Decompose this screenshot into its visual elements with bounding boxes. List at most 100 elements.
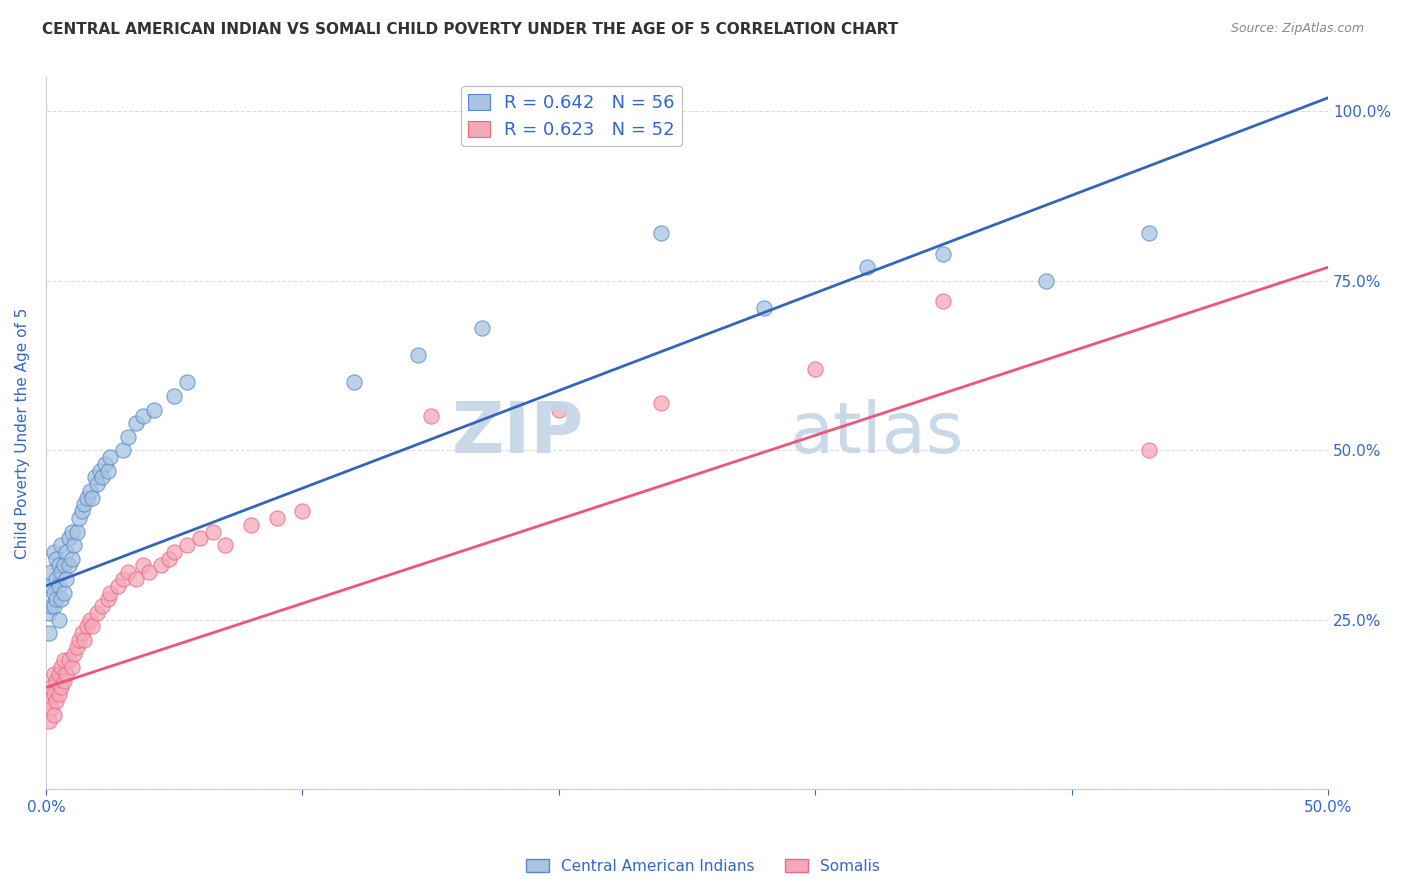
Point [52,558,75,573]
Point [86,606,108,620]
Point [73,498,96,512]
Point [48,613,70,627]
Point [240,517,263,532]
Point [855,260,877,275]
Point [76,619,98,633]
Point [111,572,134,586]
Point [125,572,148,586]
Point [58,558,80,573]
Point [83,470,105,484]
Point [201,524,224,539]
Point [39,579,62,593]
Point [176,376,198,390]
Point [98,450,121,464]
Point [45,673,67,688]
Point [58,653,80,667]
Point [51,538,73,552]
Legend: Central American Indians, Somalis: Central American Indians, Somalis [520,853,886,880]
Point [547,402,569,417]
Point [55,545,77,559]
Point [39,599,62,614]
Point [39,681,62,695]
Point [52,673,75,688]
Point [214,538,236,552]
Point [66,524,89,539]
Point [91,470,114,484]
Point [96,592,118,607]
Point [117,430,139,444]
Point [38,626,60,640]
Point [125,416,148,430]
Point [70,626,93,640]
Point [45,592,67,607]
Point [63,538,86,552]
Point [48,558,70,573]
Point [67,511,90,525]
Point [45,572,67,586]
Point [650,227,672,241]
Point [343,376,366,390]
Point [176,538,198,552]
Point [55,572,77,586]
Point [38,694,60,708]
Point [117,566,139,580]
Point [138,566,160,580]
Point [48,687,70,701]
Point [39,701,62,715]
Point [98,585,121,599]
Point [51,566,73,580]
Point [86,477,108,491]
Point [60,660,83,674]
Point [38,714,60,729]
Point [132,409,155,424]
Point [70,504,93,518]
Point [752,301,775,315]
Text: ZIP: ZIP [453,399,585,467]
Point [650,396,672,410]
Point [157,551,180,566]
Point [111,443,134,458]
Point [45,551,67,566]
Point [52,585,75,599]
Point [51,660,73,674]
Point [79,613,101,627]
Y-axis label: Child Poverty Under the Age of 5: Child Poverty Under the Age of 5 [15,308,30,559]
Point [291,504,314,518]
Point [406,348,429,362]
Point [932,294,955,309]
Point [91,599,114,614]
Point [82,619,104,633]
Point [38,606,60,620]
Point [142,402,165,417]
Text: atlas: atlas [790,399,965,467]
Point [1035,274,1057,288]
Point [163,389,186,403]
Point [266,511,288,525]
Point [52,653,75,667]
Point [60,524,83,539]
Point [42,707,65,722]
Point [42,687,65,701]
Point [96,464,118,478]
Point [163,545,186,559]
Point [63,647,86,661]
Point [107,579,129,593]
Point [66,640,89,654]
Point [471,321,494,335]
Point [76,491,98,505]
Point [48,579,70,593]
Point [48,667,70,681]
Point [150,558,173,573]
Point [51,592,73,607]
Point [419,409,441,424]
Point [42,599,65,614]
Point [58,532,80,546]
Point [45,694,67,708]
Point [73,633,96,648]
Point [39,566,62,580]
Point [94,457,117,471]
Point [804,362,827,376]
Text: CENTRAL AMERICAN INDIAN VS SOMALI CHILD POVERTY UNDER THE AGE OF 5 CORRELATION C: CENTRAL AMERICAN INDIAN VS SOMALI CHILD … [42,22,898,37]
Point [932,246,955,260]
Point [188,532,211,546]
